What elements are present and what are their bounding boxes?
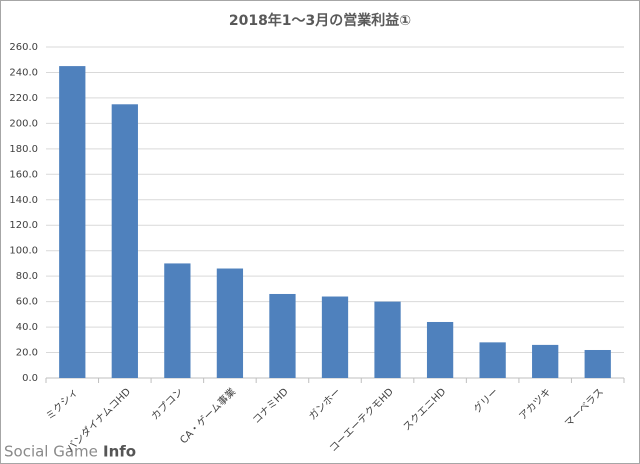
bar <box>59 66 86 378</box>
bar <box>584 349 611 378</box>
bar <box>321 296 349 378</box>
y-tick-label: 60.0 <box>16 297 38 308</box>
bar <box>111 104 138 379</box>
bar <box>216 268 244 378</box>
y-tick-label: 120.0 <box>9 220 38 231</box>
y-tick-label: 220.0 <box>9 93 38 104</box>
bar <box>532 344 559 378</box>
y-tick-label: 0.0 <box>22 373 38 384</box>
y-tick-label: 20.0 <box>16 348 38 359</box>
bar <box>426 321 454 378</box>
bar <box>164 263 191 378</box>
y-tick-label: 260.0 <box>9 42 38 53</box>
y-tick-label: 80.0 <box>16 271 38 282</box>
chart-title: 2018年1～3月の営業利益① <box>229 12 411 29</box>
y-tick-label: 140.0 <box>9 195 38 206</box>
bar <box>479 342 506 378</box>
y-tick-label: 40.0 <box>16 322 38 333</box>
y-tick-label: 100.0 <box>9 246 38 257</box>
watermark-suffix: Info <box>103 443 136 461</box>
y-tick-label: 180.0 <box>9 144 38 155</box>
y-tick-label: 240.0 <box>9 67 38 78</box>
y-tick-label: 200.0 <box>9 118 38 129</box>
bar <box>269 293 296 378</box>
bar <box>374 301 401 378</box>
y-tick-label: 160.0 <box>9 169 38 180</box>
watermark-brand: Social Game <box>4 443 98 461</box>
